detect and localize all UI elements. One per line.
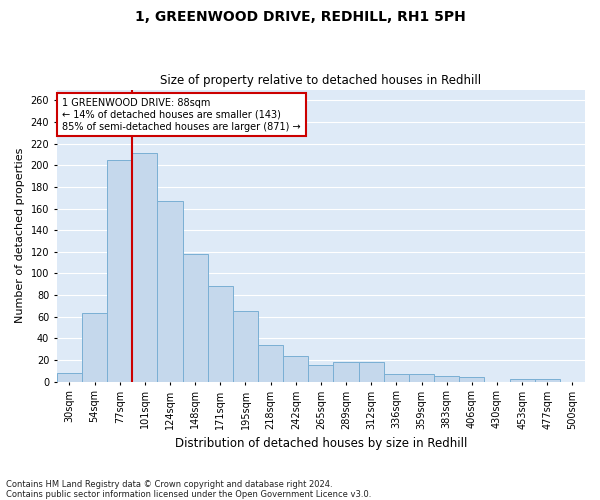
Bar: [509, 380, 535, 382]
Bar: [132, 154, 157, 382]
Text: Contains HM Land Registry data © Crown copyright and database right 2024.
Contai: Contains HM Land Registry data © Crown c…: [6, 480, 371, 499]
Text: 1 GREENWOOD DRIVE: 88sqm
← 14% of detached houses are smaller (143)
85% of semi-: 1 GREENWOOD DRIVE: 88sqm ← 14% of detach…: [62, 98, 301, 132]
Bar: [258, 345, 283, 382]
Bar: [208, 286, 233, 382]
Bar: [308, 366, 334, 382]
Bar: [384, 374, 409, 382]
Bar: [409, 374, 434, 382]
Bar: [283, 356, 308, 382]
Bar: [459, 378, 484, 382]
Bar: [535, 380, 560, 382]
Bar: [82, 314, 107, 382]
Title: Size of property relative to detached houses in Redhill: Size of property relative to detached ho…: [160, 74, 481, 87]
Bar: [107, 160, 132, 382]
Bar: [57, 373, 82, 382]
Bar: [334, 362, 359, 382]
Bar: [182, 254, 208, 382]
Bar: [359, 362, 384, 382]
Bar: [157, 201, 182, 382]
Bar: [233, 312, 258, 382]
X-axis label: Distribution of detached houses by size in Redhill: Distribution of detached houses by size …: [175, 437, 467, 450]
Bar: [434, 376, 459, 382]
Y-axis label: Number of detached properties: Number of detached properties: [15, 148, 25, 324]
Text: 1, GREENWOOD DRIVE, REDHILL, RH1 5PH: 1, GREENWOOD DRIVE, REDHILL, RH1 5PH: [134, 10, 466, 24]
